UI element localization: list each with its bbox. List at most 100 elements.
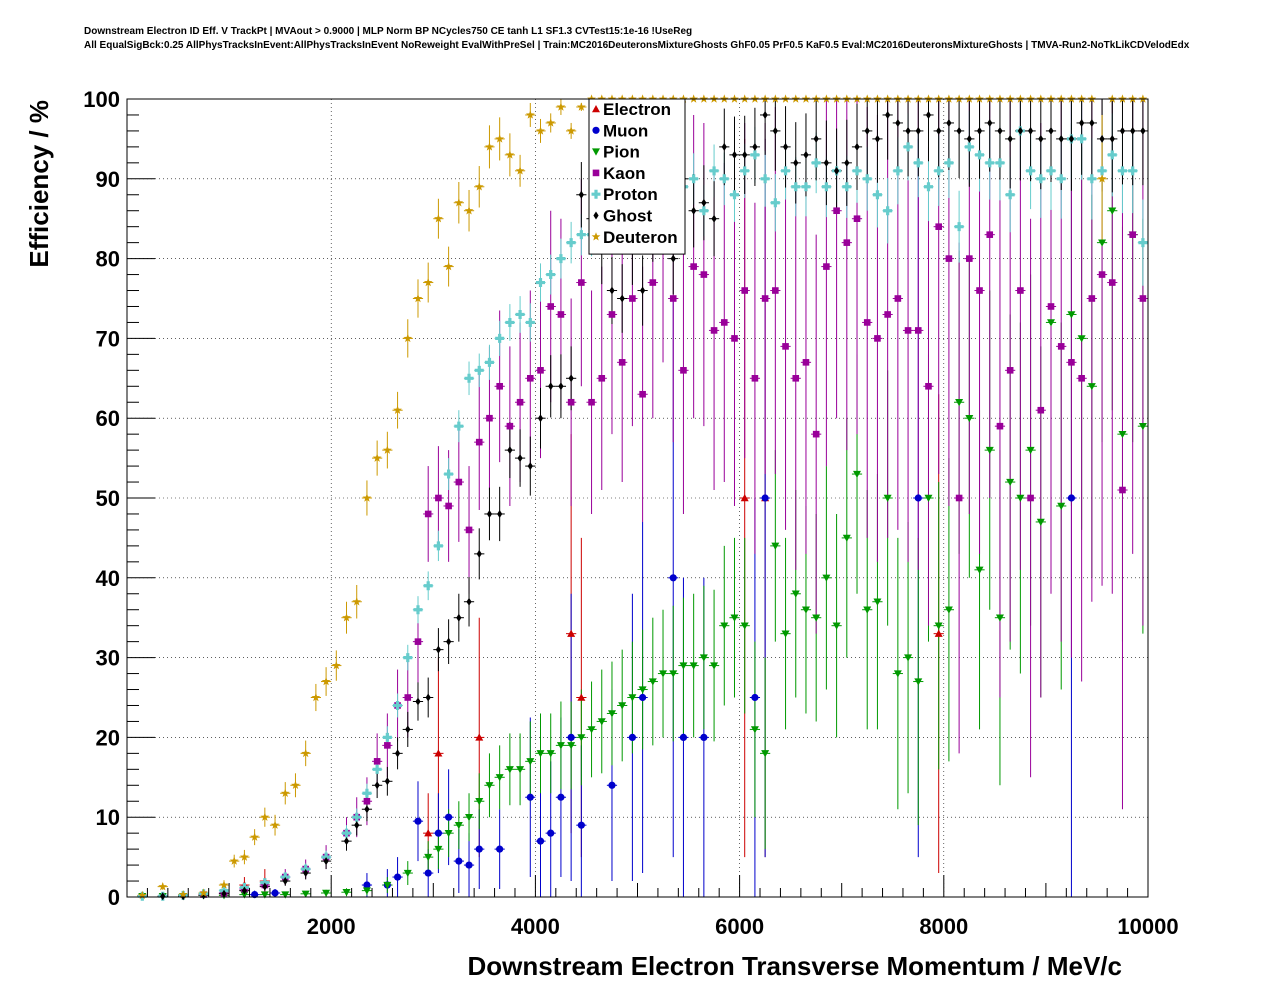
ghost-point (364, 805, 370, 814)
deuteron-point (291, 780, 300, 789)
kaon-point (863, 319, 871, 326)
legend-marker-kaon (592, 169, 600, 177)
deuteron-point (434, 214, 443, 223)
ghost-point (343, 837, 350, 846)
pion-point (597, 718, 606, 726)
pion-point (710, 662, 719, 670)
kaon-point (1037, 406, 1045, 414)
kaon-point (772, 287, 779, 294)
chart-header-line-1: Downstream Electron ID Eff. V TrackPt | … (84, 26, 693, 37)
ghost-point (568, 374, 574, 383)
ghost-point (476, 549, 482, 558)
pion-point (536, 750, 545, 758)
muon-point (577, 821, 585, 829)
proton-point (433, 541, 443, 551)
deuteron-point (525, 110, 535, 119)
muon-point (557, 793, 565, 801)
proton-point (883, 206, 893, 216)
deuteron-point (576, 102, 586, 111)
deuteron-point (403, 333, 413, 343)
ghost-point (1130, 126, 1136, 135)
pion-point (403, 869, 412, 878)
pion-point (1118, 430, 1127, 439)
proton-point (811, 158, 821, 168)
kaon-point (945, 255, 953, 262)
proton-point (1046, 166, 1056, 176)
proton-point (444, 469, 454, 479)
pion-point (1036, 518, 1045, 526)
kaon-point (629, 295, 636, 302)
ghost-point (558, 382, 564, 391)
proton-point (1005, 190, 1015, 200)
ghost-point (936, 126, 942, 135)
kaon-point (404, 694, 412, 701)
legend: Electron Muon Pion Kaon Proton Ghost Deuteron (588, 98, 686, 255)
deuteron-point (229, 856, 239, 865)
kaon-point (424, 510, 432, 518)
pion-point (1077, 335, 1086, 343)
ghost-point (956, 126, 962, 135)
muon-point (434, 829, 443, 837)
ghost-point (415, 697, 421, 706)
ghost-point (905, 126, 911, 135)
y-tick-label: 0 (108, 885, 120, 910)
deuteron-point (301, 748, 311, 758)
ghost-point (1058, 134, 1064, 143)
legend-marker-proton (591, 189, 601, 199)
ghost-point (221, 889, 227, 898)
proton-point (1036, 174, 1046, 184)
proton-point (770, 198, 780, 208)
kaon-point (363, 797, 371, 805)
ghost-point (394, 749, 401, 758)
y-tick-label: 100 (83, 87, 120, 112)
proton-point (903, 142, 913, 152)
legend-entry-deuteron: Deuteron (603, 228, 678, 247)
muon-point (445, 813, 453, 821)
kaon-point (1088, 295, 1096, 302)
pion-point (628, 694, 637, 702)
proton-point (862, 174, 872, 184)
kaon-point (567, 398, 575, 406)
kaon-point (1139, 295, 1147, 302)
kaon-point (1098, 271, 1106, 278)
ghost-point (813, 134, 819, 143)
kaon-point (904, 327, 912, 334)
proton-point (944, 158, 954, 168)
ghost-point (548, 382, 554, 391)
proton-point (801, 182, 811, 192)
deuteron-point (556, 102, 566, 111)
proton-point (1056, 174, 1066, 184)
kaon-point (720, 319, 728, 326)
pion-point (1108, 207, 1117, 215)
kaon-point (578, 279, 585, 286)
ghost-point (619, 294, 625, 303)
kaon-point (557, 311, 565, 318)
deuteron-point (280, 788, 290, 797)
kaon-point (874, 335, 881, 342)
pion-point (669, 670, 678, 678)
ghost-point (1089, 118, 1095, 127)
pion-point (985, 446, 994, 455)
kaon-point (843, 239, 851, 246)
ghost-point (711, 214, 717, 223)
ghost-point (405, 725, 411, 734)
pion-point (965, 415, 974, 423)
proton-point (566, 238, 576, 248)
ghost-point (609, 286, 615, 295)
electron-point (567, 629, 576, 637)
muon-point (414, 817, 422, 825)
legend-entry-pion: Pion (603, 143, 640, 162)
kaon-point (1017, 287, 1024, 294)
y-tick-label: 80 (96, 247, 120, 272)
ghost-point (976, 126, 983, 135)
ghost-point (925, 110, 932, 119)
axis-ticks (126, 98, 1149, 898)
kaon-point (618, 359, 626, 366)
ghost-point (915, 126, 921, 135)
pion-point (720, 622, 729, 630)
legend-entry-kaon: Kaon (603, 164, 646, 183)
pion-point (465, 814, 474, 822)
proton-point (1087, 174, 1097, 184)
kaon-point (884, 311, 891, 318)
x-tick-label: 10000 (1117, 914, 1178, 939)
